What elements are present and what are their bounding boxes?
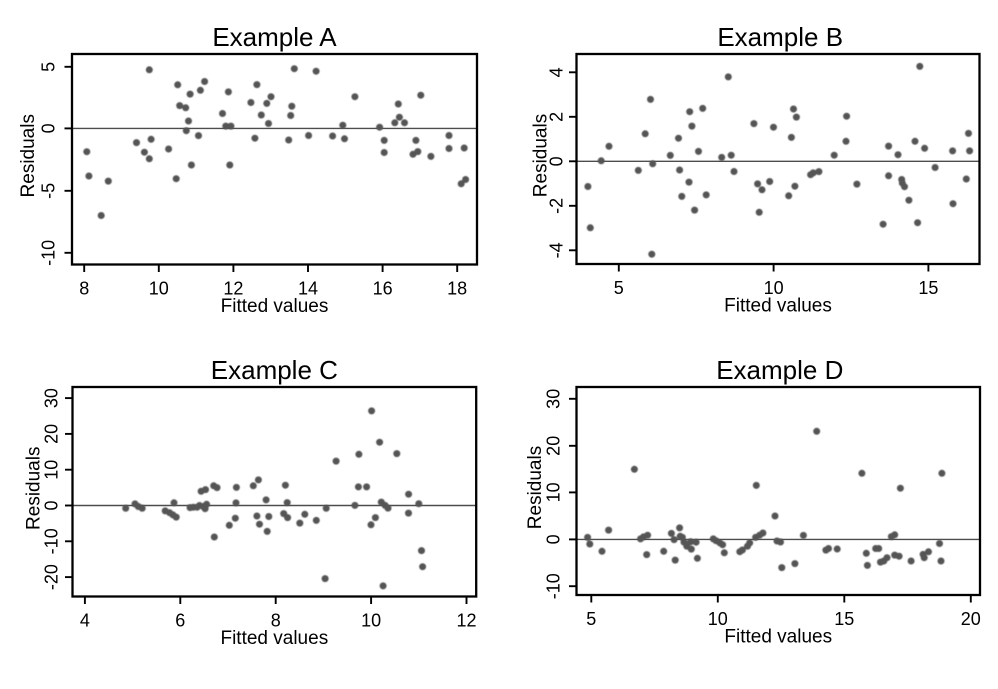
svg-text:15: 15 [834, 609, 854, 629]
svg-text:10: 10 [149, 279, 169, 299]
svg-text:Residuals: Residuals [531, 114, 552, 197]
svg-text:Residuals: Residuals [525, 446, 546, 529]
svg-text:Residuals: Residuals [24, 447, 45, 530]
svg-text:Residuals: Residuals [18, 114, 39, 197]
svg-text:Example D: Example D [716, 355, 843, 385]
svg-text:20: 20 [961, 609, 981, 629]
svg-text:30: 30 [544, 389, 564, 409]
svg-text:-2: -2 [547, 198, 567, 214]
svg-text:8: 8 [271, 611, 281, 631]
svg-text:10: 10 [764, 278, 784, 298]
svg-text:12: 12 [223, 279, 243, 299]
svg-text:6: 6 [175, 611, 185, 631]
svg-text:-10: -10 [42, 528, 62, 554]
svg-text:10: 10 [544, 482, 564, 502]
svg-text:0: 0 [544, 534, 564, 544]
svg-text:-4: -4 [547, 242, 567, 258]
svg-text:-5: -5 [38, 183, 58, 199]
svg-text:10: 10 [708, 609, 728, 629]
svg-text:5: 5 [614, 278, 624, 298]
svg-text:Fitted values: Fitted values [724, 296, 832, 317]
svg-text:14: 14 [298, 279, 318, 299]
svg-text:4: 4 [547, 67, 567, 77]
svg-text:0: 0 [547, 156, 567, 166]
svg-text:Example B: Example B [717, 22, 843, 52]
svg-text:16: 16 [373, 279, 393, 299]
svg-text:20: 20 [42, 424, 62, 444]
svg-text:10: 10 [42, 460, 62, 480]
svg-text:0: 0 [38, 123, 58, 133]
svg-text:10: 10 [361, 611, 381, 631]
svg-text:Fitted values: Fitted values [221, 296, 329, 317]
svg-text:-20: -20 [42, 564, 62, 590]
svg-text:4: 4 [80, 611, 90, 631]
svg-text:18: 18 [447, 279, 467, 299]
svg-text:Example A: Example A [212, 22, 337, 52]
svg-text:15: 15 [918, 278, 938, 298]
svg-text:12: 12 [456, 611, 476, 631]
svg-text:30: 30 [42, 388, 62, 408]
svg-text:-10: -10 [544, 573, 564, 599]
svg-text:-10: -10 [38, 240, 58, 266]
svg-text:Fitted values: Fitted values [724, 627, 832, 648]
svg-text:5: 5 [38, 62, 58, 72]
svg-text:Example C: Example C [211, 355, 338, 385]
svg-text:0: 0 [42, 500, 62, 510]
svg-text:2: 2 [547, 112, 567, 122]
svg-text:8: 8 [79, 279, 89, 299]
svg-text:20: 20 [544, 436, 564, 456]
svg-text:Fitted values: Fitted values [220, 628, 328, 649]
svg-text:5: 5 [586, 609, 596, 629]
